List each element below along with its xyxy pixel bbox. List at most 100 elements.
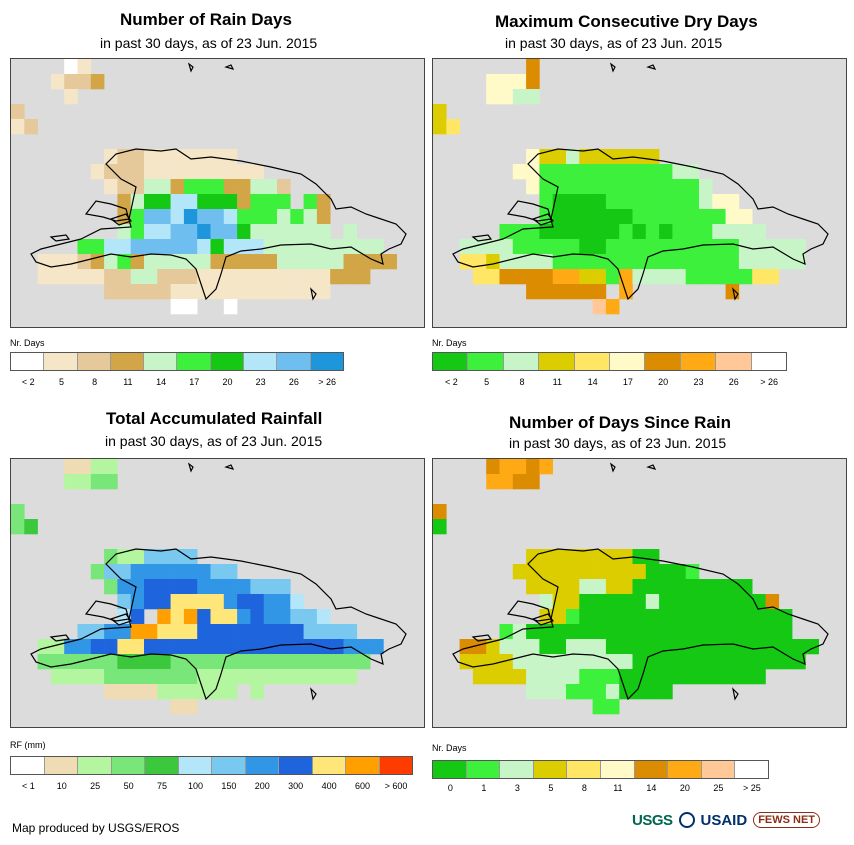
grid-cell [50,639,65,655]
grid-cell [237,209,251,225]
grid-cell [672,624,686,640]
grid-cell [250,209,264,225]
grid-cell [144,179,158,195]
grid-cell [486,89,500,105]
legend-label: 26 [728,377,739,387]
grid-cell [552,654,567,670]
legend-swatch [346,757,380,774]
grid-cell [144,149,158,165]
grid-cell [237,164,251,180]
legend-label: 5 [484,377,490,387]
grid-cell [303,224,318,240]
grid-cell [210,594,225,610]
grid-cell [685,179,700,195]
legend-label: 23 [693,377,704,387]
grid-cell [237,194,251,210]
grid-cell [552,624,567,640]
grid-cell [144,669,158,685]
legend-label: 11 [552,377,562,387]
grid-cell [592,299,607,315]
coastline-outline [452,548,829,701]
grid-cell [579,164,593,180]
legend-swatch [500,761,534,778]
map-credit: Map produced by USGS/EROS [12,821,180,835]
grid-cell [77,254,92,270]
grid-cell [77,269,92,285]
grid-cell [592,639,607,655]
grid-cell [539,224,553,240]
grid-cell [303,669,318,685]
grid-cell [619,209,633,225]
grid-cell [592,209,607,225]
grid-cell [472,639,487,655]
grid-cell [104,239,118,255]
grid-cell [566,594,580,610]
grid-cell [566,209,580,225]
grid-cell [659,669,673,685]
grid-cell [197,669,211,685]
grid-cell [632,254,647,270]
grid-cell [237,669,251,685]
grid-cell [659,164,673,180]
legend-swatch [751,353,787,370]
grid-cell [526,269,540,285]
grid-cell [592,269,607,285]
grid-cell [645,654,660,670]
legend-swatch [701,761,736,778]
grid-cell [130,669,145,685]
grid-cell [672,164,686,180]
grid-cell [659,609,673,625]
grid-cell [290,224,304,240]
grid-cell [433,519,447,535]
grid-cell [552,284,567,300]
grid-cell [157,594,171,610]
grid-cell [592,164,607,180]
grid-cell [552,269,567,285]
grid-cell [566,284,580,300]
legend-swatch [468,353,504,370]
grid-cell [725,609,740,625]
grid-cell [330,669,344,685]
grid-cell [526,654,540,670]
island-outline [49,634,71,642]
grid-cell [144,684,158,700]
legend-label: 5 [548,783,554,793]
grid-cell [157,654,171,670]
dry-days-map [432,58,847,328]
grid-cell [130,224,145,240]
grid-cell [144,269,158,285]
grid-cell [170,579,185,595]
grid-cell [592,239,607,255]
grid-cell [619,179,633,195]
grid-cell [183,209,198,225]
grid-cell [738,624,753,640]
grid-cell [237,579,251,595]
grid-cell [685,609,700,625]
grid-cell [685,669,700,685]
grid-cell [685,594,700,610]
grid-cell [592,179,607,195]
grid-cell [778,609,793,625]
days-since-rain-subtitle: in past 30 days, as of 23 Jun. 2015 [509,435,727,451]
grid-cell [672,579,686,595]
rain-days-legend-title: Nr. Days [10,338,45,348]
grid-cell [738,579,753,595]
grid-cell [157,579,171,595]
grid-cell [645,594,660,610]
grid-cell [170,669,185,685]
grid-cell [752,639,766,655]
grid-cell [605,254,620,270]
island-outline [224,64,235,70]
grid-cell [263,254,278,270]
grid-cell [672,669,686,685]
grid-cell [685,579,700,595]
grid-cell [223,269,238,285]
grid-cell [592,684,607,700]
grid-cell [459,239,474,255]
grid-cell [672,224,686,240]
grid-cell [566,654,580,670]
grid-cell [592,149,607,165]
grid-cell [117,254,131,270]
grid-cell [170,209,185,225]
grid-cell [632,594,647,610]
